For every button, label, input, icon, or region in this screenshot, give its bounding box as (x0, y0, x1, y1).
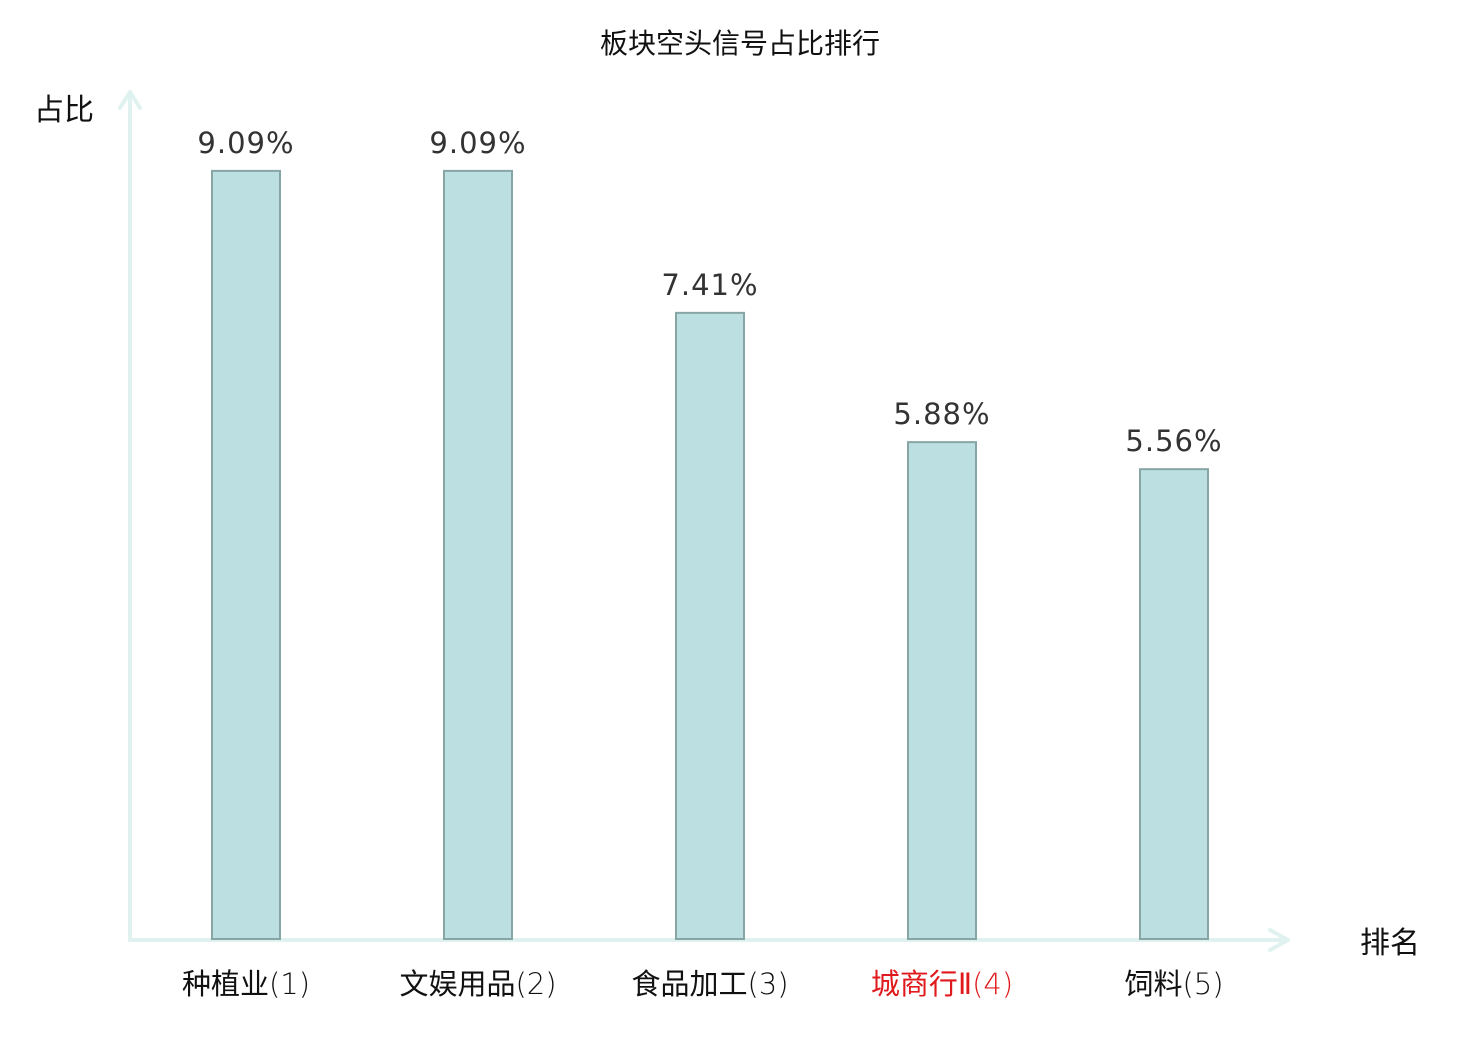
category-name: 食品加工 (631, 967, 747, 1001)
category-label-3: 食品加工(3) (631, 967, 788, 1001)
value-label-1: 9.09% (197, 126, 294, 160)
bar-2 (443, 169, 513, 940)
category-label-5: 饲料(5) (1124, 967, 1223, 1001)
value-label-2: 9.09% (429, 126, 526, 160)
bar-5 (1139, 468, 1209, 940)
value-label-3: 7.41% (661, 268, 758, 302)
category-name: 文娱用品 (399, 967, 515, 1001)
x-axis-arrow-icon (1268, 928, 1290, 952)
bar-1 (211, 169, 281, 940)
category-name: 种植业 (182, 967, 269, 1001)
value-label-4: 5.88% (893, 397, 990, 431)
category-rank: (5) (1182, 967, 1223, 1001)
category-label-2: 文娱用品(2) (399, 967, 556, 1001)
x-axis-label: 排名 (1360, 926, 1420, 961)
category-name: 城商行Ⅱ (871, 967, 972, 1001)
y-axis-arrow-icon (118, 90, 142, 110)
category-rank: (1) (269, 967, 310, 1001)
category-label-1: 种植业(1) (182, 967, 310, 1001)
chart-title: 板块空头信号占比排行 (600, 27, 880, 60)
bars-group (211, 169, 1209, 941)
y-axis-label: 占比 (34, 93, 94, 128)
category-rank: (4) (972, 967, 1013, 1001)
bar-3 (675, 311, 745, 941)
category-rank: (2) (515, 967, 556, 1001)
category-rank: (3) (747, 967, 788, 1001)
bar-4 (907, 441, 977, 940)
category-labels-group: 种植业(1) 文娱用品(2) 食品加工(3) 城商行Ⅱ(4) 饲料(5) (182, 967, 1224, 1001)
value-labels-group: 9.09% 9.09% 7.41% 5.88% 5.56% (197, 126, 1222, 458)
category-name: 饲料 (1124, 967, 1182, 1001)
category-label-4: 城商行Ⅱ(4) (871, 967, 1013, 1001)
value-label-5: 5.56% (1125, 424, 1222, 458)
